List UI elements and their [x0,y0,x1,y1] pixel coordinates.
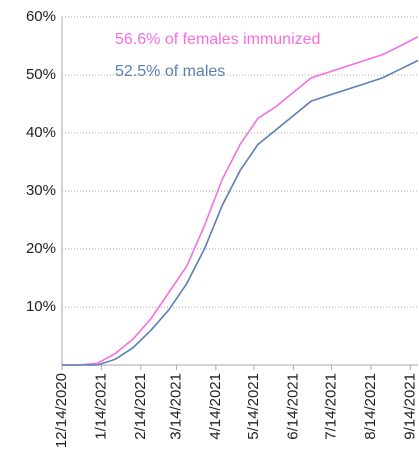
y-tick-label: 50% [26,66,56,83]
x-tick-label: 2/14/2021 [132,373,149,440]
y-tick-label: 30% [26,182,56,199]
x-tick-label: 12/14/2020 [53,373,70,448]
x-tick-label: 7/14/2021 [323,373,340,440]
data-line [62,59,419,366]
y-tick-label: 10% [26,298,56,315]
x-tick-label: 6/14/2021 [284,373,301,440]
x-tick-label: 8/14/2021 [362,373,379,440]
annotation: 52.5% of males [115,63,225,80]
x-tick-label: 5/14/2021 [245,373,262,440]
data-line [62,36,419,366]
x-tick-label: 4/14/2021 [207,373,224,440]
y-tick-label: 40% [26,124,56,141]
x-tick-label: 9/14/2021 [401,373,418,440]
x-tick-label: 3/14/2021 [167,373,184,440]
y-tick-label: 60% [26,8,56,25]
y-tick-label: 20% [26,240,56,257]
annotation: 56.6% of females immunized [115,31,320,48]
x-tick-label: 1/14/2021 [92,373,109,440]
